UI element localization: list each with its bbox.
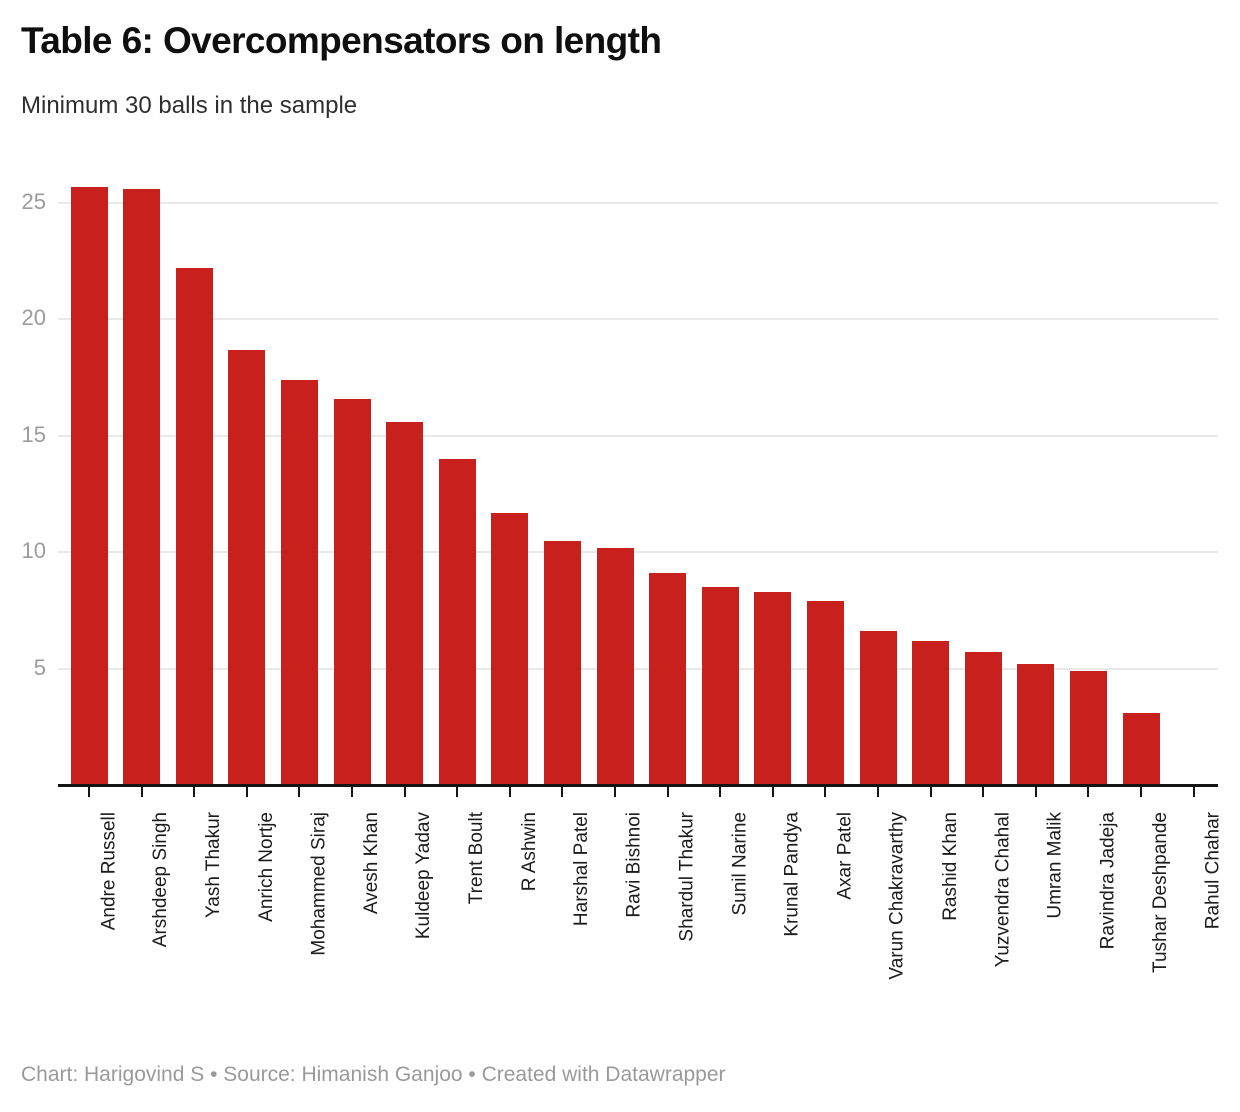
x-axis-tick (351, 787, 353, 797)
x-axis-label: Axar Patel (834, 812, 856, 900)
x-axis-label: Sunil Narine (729, 812, 751, 916)
gridline (58, 318, 1218, 321)
x-axis-label: Umran Malik (1044, 812, 1066, 919)
x-axis-tick (561, 787, 564, 797)
bar[interactable] (596, 547, 634, 785)
x-axis-tick (456, 787, 459, 797)
bar[interactable] (754, 591, 792, 785)
bar[interactable] (1017, 663, 1055, 785)
bar[interactable] (543, 540, 581, 785)
gridline (58, 434, 1218, 437)
x-axis-tick (1087, 787, 1090, 797)
x-axis-label: Harshal Patel (571, 812, 593, 927)
bar[interactable] (70, 186, 108, 785)
x-axis-label: R Ashwin (518, 812, 540, 892)
bar[interactable] (228, 349, 266, 785)
x-axis-label: Yash Thakur (203, 812, 225, 918)
x-axis-label: Kuldeep Yadav (413, 812, 435, 940)
x-axis-label: Ravindra Jadeja (1097, 812, 1119, 950)
bar[interactable] (438, 459, 476, 785)
x-axis-tick (140, 787, 143, 797)
bar[interactable] (1122, 712, 1160, 785)
bar[interactable] (123, 189, 161, 785)
bar[interactable] (649, 573, 687, 785)
x-axis-label: Rashid Khan (939, 812, 961, 921)
y-axis-tick-label: 25 (21, 189, 46, 214)
y-axis-tick-label: 5 (33, 654, 46, 680)
bar[interactable] (806, 601, 844, 785)
x-axis-label: Avesh Khan (361, 812, 382, 915)
x-axis-label: Varun Chakravarthy (887, 812, 908, 980)
x-axis-label: Krunal Pandya (781, 812, 803, 937)
bar[interactable] (280, 379, 318, 785)
x-axis-label: Yuzvendra Chahal (992, 812, 1014, 968)
y-axis-tick-label: 20 (21, 305, 46, 331)
x-axis-tick (193, 787, 196, 797)
x-axis-tick (1034, 787, 1037, 797)
x-axis-tick (245, 787, 248, 797)
x-axis-line (58, 784, 1218, 787)
bar[interactable] (491, 512, 529, 785)
gridline (58, 667, 1218, 670)
bar[interactable] (701, 587, 739, 785)
x-axis-label: Anrich Nortje (255, 812, 277, 922)
gridline (58, 202, 1218, 204)
x-axis-label: Tushar Deshpande (1150, 812, 1171, 973)
x-axis-tick (771, 787, 774, 797)
bar[interactable] (386, 421, 424, 785)
x-axis-tick (666, 787, 669, 797)
x-axis-tick (982, 787, 985, 797)
x-axis-tick (1140, 787, 1142, 797)
bar[interactable] (175, 268, 213, 785)
x-axis-tick (1192, 787, 1195, 797)
x-axis-label: Arshdeep Singh (150, 812, 172, 948)
x-axis-tick (403, 787, 406, 797)
x-axis-label: Andre Russell (98, 812, 119, 931)
x-axis-label: Ravi Bishnoi (624, 812, 645, 918)
bar[interactable] (912, 640, 950, 785)
y-axis-tick-label: 15 (21, 421, 46, 447)
bar[interactable] (859, 631, 897, 785)
chart-title: Table 6: Overcompensators on length (21, 20, 662, 61)
x-axis-tick (508, 787, 511, 797)
x-axis-tick (824, 787, 827, 797)
x-axis-label: Mohammed Siraj (308, 812, 330, 956)
x-axis-tick (877, 787, 879, 797)
x-axis-label: Shardul Thakur (676, 812, 698, 942)
x-axis-tick (929, 787, 932, 797)
y-axis-tick-label: 10 (21, 538, 46, 564)
chart-subtitle: Minimum 30 balls in the sample (21, 92, 358, 119)
bar[interactable] (1069, 670, 1107, 785)
x-axis-label: Rahul Chahar (1202, 812, 1224, 930)
bar[interactable] (964, 652, 1002, 785)
x-axis-tick (298, 787, 301, 797)
x-axis-tick (614, 787, 616, 797)
x-axis-label: Trent Boult (466, 812, 488, 905)
x-axis-tick (88, 787, 90, 797)
attribution-line: Chart: Harigovind S • Source: Himanish G… (21, 1063, 726, 1086)
bar[interactable] (333, 398, 371, 785)
x-axis-tick (719, 787, 722, 797)
gridline (58, 551, 1218, 554)
